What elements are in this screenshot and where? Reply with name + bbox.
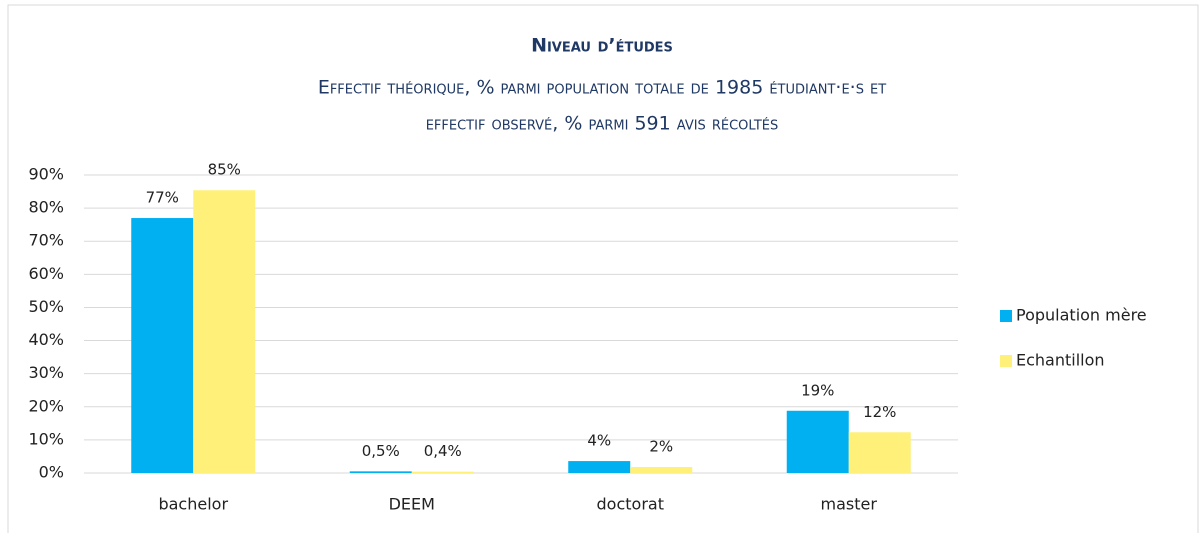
data-label: 12% — [863, 403, 896, 421]
bar — [786, 410, 849, 473]
x-tick-label: bachelor — [158, 495, 228, 514]
chart-frame — [7, 4, 1199, 533]
legend-swatch — [1000, 355, 1012, 367]
y-tick-label: 0% — [39, 463, 64, 482]
y-tick-label: 90% — [28, 165, 64, 184]
bar — [349, 471, 412, 473]
legend-label: Echantillon — [1016, 351, 1105, 370]
chart-subtitle: Effectif théorique, % parmi population t… — [318, 77, 886, 99]
data-label: 19% — [801, 381, 834, 399]
x-tick-label: DEEM — [389, 495, 435, 514]
chart-subtitle: effectif observé, % parmi 591 avis récol… — [426, 113, 779, 135]
bar — [131, 218, 194, 473]
data-label: 0,4% — [424, 442, 462, 460]
y-tick-label: 10% — [28, 429, 64, 448]
y-tick-label: 50% — [28, 297, 64, 316]
y-tick-label: 70% — [28, 231, 64, 250]
x-tick-label: master — [821, 495, 878, 514]
data-label: 4% — [587, 432, 611, 450]
bar — [193, 190, 256, 473]
bar — [848, 432, 911, 473]
data-label: 2% — [649, 438, 673, 456]
data-label: 85% — [208, 161, 241, 179]
data-label: 0,5% — [362, 442, 400, 460]
x-tick-label: doctorat — [597, 495, 664, 514]
chart-title: Niveau d’études — [531, 35, 673, 57]
y-tick-label: 60% — [28, 264, 64, 283]
y-tick-label: 40% — [28, 330, 64, 349]
data-label: 77% — [146, 189, 179, 207]
bar — [568, 461, 631, 473]
bar — [411, 471, 474, 473]
legend-swatch — [1000, 310, 1012, 322]
bar — [630, 467, 693, 473]
y-tick-label: 30% — [28, 363, 64, 382]
y-tick-label: 20% — [28, 396, 64, 415]
y-tick-label: 80% — [28, 198, 64, 217]
legend-label: Population mère — [1016, 306, 1147, 325]
